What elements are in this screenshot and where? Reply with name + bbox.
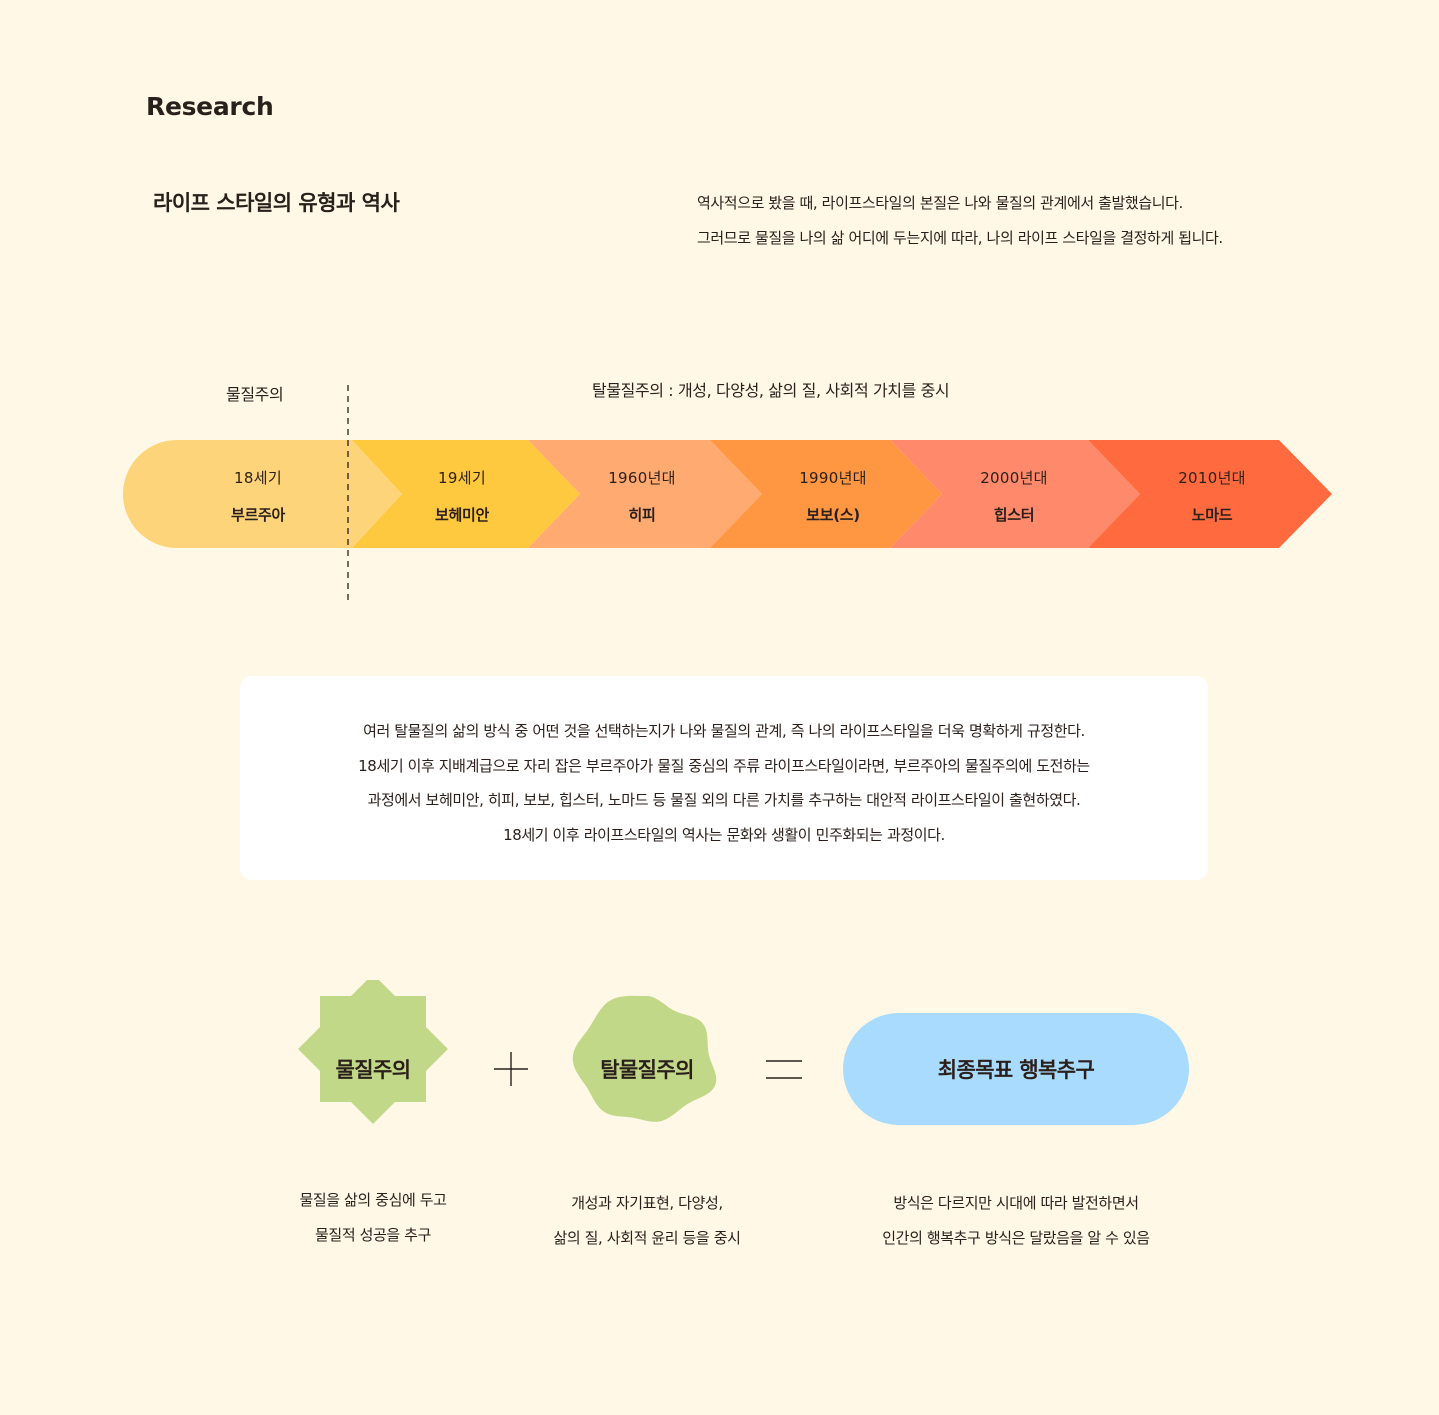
timeline-year: 19세기 (438, 469, 486, 487)
timeline-item-18c: 18세기 부르주아 (168, 467, 348, 525)
caption-post-materialism: 개성과 자기표현, 다양성, 삶의 질, 사회적 윤리 등을 중시 (497, 1186, 797, 1256)
timeline-name: 히피 (628, 506, 656, 524)
caption-line-1: 방식은 다르지만 시대에 따라 발전하면서 (893, 1194, 1139, 1212)
caption-line-1: 개성과 자기표현, 다양성, (571, 1194, 723, 1212)
timeline-name: 노마드 (1191, 506, 1233, 524)
timeline-year: 2000년대 (980, 469, 1048, 487)
caption-goal: 방식은 다르지만 시대에 따라 발전하면서 인간의 행복추구 방식은 달랐음을 … (826, 1186, 1206, 1256)
timeline-segment-2000s (890, 440, 1140, 548)
timeline-name: 부르주아 (230, 506, 285, 524)
timeline-item-19c: 19세기 보헤미안 (372, 467, 552, 525)
timeline-segment-18c (123, 440, 402, 548)
caption-line-2: 물질적 성공을 추구 (315, 1226, 431, 1244)
timeline-year: 1960년대 (608, 469, 676, 487)
caption-line-2: 삶의 질, 사회적 윤리 등을 중시 (553, 1229, 741, 1247)
timeline-name: 보헤미안 (434, 506, 489, 524)
summary-line-4: 18세기 이후 라이프스타일의 역사는 문화와 생활이 민주화되는 과정이다. (503, 825, 945, 844)
timeline-year: 1990년대 (799, 469, 867, 487)
intro-text: 역사적으로 봤을 때, 라이프스타일의 본질은 나와 물질의 관계에서 출발했습… (697, 186, 1223, 256)
timeline-segment-2010s (1088, 440, 1332, 548)
goal-pill: 최종목표 행복추구 (843, 1013, 1189, 1125)
caption-line-2: 인간의 행복추구 방식은 달랐음을 알 수 있음 (882, 1229, 1150, 1247)
equation-graphic (298, 980, 802, 1124)
summary-line-3: 과정에서 보헤미안, 히피, 보보, 힙스터, 노마드 등 물질 외의 다른 가… (367, 791, 1081, 809)
timeline-item-2010s: 2010년대 노마드 (1122, 467, 1302, 525)
timeline-year: 2010년대 (1178, 469, 1246, 487)
timeline-segment-19c (352, 440, 580, 548)
timeline-name: 보보(스) (806, 506, 860, 524)
goal-pill-label: 최종목표 행복추구 (937, 1058, 1095, 1082)
timeline-item-2000s: 2000년대 힙스터 (924, 467, 1104, 525)
timeline-graphic (123, 385, 1332, 600)
summary-line-1: 여러 탈물질의 삶의 방식 중 어떤 것을 선택하는지가 나와 물질의 관계, … (363, 722, 1085, 740)
page-heading: 라이프 스타일의 유형과 역사 (153, 191, 400, 215)
era-label-materialism: 물질주의 (226, 385, 284, 404)
caption-materialism: 물질을 삶의 중심에 두고 물질적 성공을 추구 (243, 1183, 503, 1253)
timeline-segment-1990s (710, 440, 942, 548)
summary-line-2: 18세기 이후 지배계급으로 자리 잡은 부르주아가 물질 중심의 주류 라이프… (358, 756, 1090, 775)
materialism-badge-label: 물질주의 (335, 1058, 411, 1082)
era-label-post-materialism: 탈물질주의 : 개성, 다양성, 삶의 질, 사회적 가치를 중시 (592, 381, 950, 400)
section-label: Research (146, 92, 274, 121)
intro-line-1: 역사적으로 봤을 때, 라이프스타일의 본질은 나와 물질의 관계에서 출발했습… (697, 194, 1183, 212)
star-badge-shape (298, 980, 448, 1124)
timeline-name: 힙스터 (993, 506, 1035, 524)
scallop-badge-shape (572, 995, 717, 1122)
timeline-item-1990s: 1990년대 보보(스) (743, 467, 923, 525)
post-materialism-badge-label: 탈물질주의 (600, 1058, 694, 1082)
timeline-segment-1960s (528, 440, 762, 548)
timeline-item-1960s: 1960년대 히피 (552, 467, 732, 525)
intro-line-2: 그러므로 물질을 나의 삶 어디에 두는지에 따라, 나의 라이프 스타일을 결… (697, 229, 1223, 247)
summary-box: 여러 탈물질의 삶의 방식 중 어떤 것을 선택하는지가 나와 물질의 관계, … (240, 676, 1208, 880)
timeline-year: 18세기 (234, 469, 282, 487)
caption-line-1: 물질을 삶의 중심에 두고 (299, 1191, 447, 1209)
